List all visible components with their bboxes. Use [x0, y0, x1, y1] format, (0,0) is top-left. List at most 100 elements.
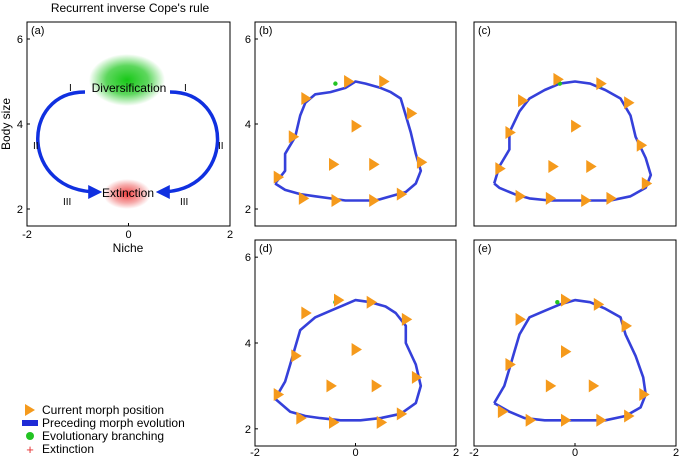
panel-b-morph-marker	[344, 75, 355, 88]
legend-branching: Evolutionary branching	[42, 429, 164, 443]
panel-b-ytick-label: 6	[245, 34, 251, 46]
panel-d-ytick-label: 4	[245, 338, 251, 350]
panel-b-morph-marker	[406, 106, 418, 120]
panel-b-morph-marker	[328, 157, 340, 171]
panel-a-xtick-label: 0	[125, 229, 131, 241]
panel-e-xtick-label: 2	[673, 447, 679, 457]
panel-e-morph-marker	[588, 379, 600, 393]
phase-label-left-top: I	[69, 83, 72, 94]
phase-label-left-bottom: III	[63, 197, 71, 208]
panel-e-branching-point	[555, 300, 560, 305]
panel-a-label: (a)	[31, 25, 44, 37]
panel-e-morph-marker	[505, 357, 516, 371]
panel-b-ytick-label: 2	[245, 204, 251, 216]
panel-e-xtick-label: -2	[469, 447, 479, 457]
panel-d-xtick-label: 2	[453, 447, 459, 457]
panel-e: -2 0 2 (e)	[469, 239, 679, 457]
panel-d-morph-marker	[296, 411, 307, 425]
panel-b: 2 4 6 (b)	[245, 21, 457, 227]
panel-a-ytick-label: 4	[17, 119, 23, 131]
panel-b-morph-marker	[273, 170, 285, 184]
legend-preceding-evolution: Preceding morph evolution	[42, 416, 185, 430]
panel-c-morph-marker	[515, 189, 526, 203]
y-axis-label-body-size: Body size	[0, 98, 13, 150]
panel-e-morph-marker	[515, 312, 526, 326]
panel-d-morph-marker	[351, 342, 362, 356]
panel-a-xtick-label: 2	[227, 229, 233, 241]
panel-e-label: (e)	[478, 243, 491, 255]
right-cycle-arrow	[155, 90, 220, 199]
panel-c-morph-marker	[495, 162, 506, 176]
panel-e-morph-marker	[545, 379, 557, 393]
panel-b-morph-marker	[331, 194, 342, 207]
phase-label-left-mid: II	[33, 141, 39, 152]
panel-b-morph-marker	[369, 157, 380, 171]
panel-c-morph-marker	[641, 177, 653, 190]
panel-b-branching-point	[333, 81, 338, 86]
extinction-glow	[103, 179, 151, 209]
panel-e-xtick-label: 0	[572, 447, 578, 457]
panel-d-morph-marker	[328, 415, 340, 429]
x-axis-label-niche: Niche	[113, 241, 144, 255]
panel-d-xtick-label: -2	[250, 447, 260, 457]
panel-e-morph-marker	[561, 413, 572, 427]
panel-e-frame	[473, 239, 677, 447]
panel-e-morph-marker	[525, 413, 537, 427]
panel-d-morph-marker	[291, 349, 302, 363]
extinction-label: Extinction	[102, 186, 154, 200]
panel-d-morph-marker	[376, 415, 388, 429]
panel-d-morph-marker	[301, 306, 312, 320]
panel-d-ytick-label: 6	[245, 252, 251, 264]
panel-a-ytick-label: 2	[17, 204, 23, 216]
phase-label-right-top: I	[184, 83, 187, 94]
panel-c-trajectory	[492, 80, 653, 202]
diversification-glow	[89, 54, 165, 106]
panel-c-morph-marker	[606, 191, 617, 205]
panel-d: 2 4 6 -2 0 2 (d)	[245, 239, 459, 457]
legend-current-morph: Current morph position	[42, 403, 164, 417]
panel-a-xtick-label: -2	[22, 229, 32, 241]
legend-extinction: Extinction	[42, 442, 94, 456]
panel-c-morph-marker	[624, 96, 635, 110]
panel-d-morph-marker	[334, 293, 345, 307]
panel-b-morph-marker	[351, 119, 362, 133]
panel-e-morph-marker	[624, 409, 635, 423]
panel-b-label: (b)	[259, 25, 272, 37]
panel-b-morph-marker	[301, 92, 312, 105]
phase-label-right-mid: II	[218, 141, 224, 152]
diversification-label: Diversification	[92, 81, 167, 95]
panel-b-morph-marker	[288, 130, 300, 144]
legend: Current morph position Preceding morph e…	[22, 403, 185, 457]
panel-b-morph-marker	[396, 187, 408, 201]
panel-b-ytick-label: 4	[245, 119, 251, 131]
panel-e-morph-marker	[596, 413, 607, 427]
panel-d-morph-marker	[273, 388, 285, 401]
legend-trajectory-icon	[22, 420, 38, 426]
panel-e-morph-marker	[621, 319, 632, 333]
panel-a: Diversification Extinction I I II II III…	[0, 21, 233, 255]
panel-c-morph-marker	[571, 119, 582, 133]
panel-e-morph-marker	[593, 297, 605, 311]
panel-e-morph-marker	[497, 405, 509, 419]
phase-label-right-bottom: III	[180, 197, 188, 208]
panel-d-morph-marker	[326, 379, 337, 393]
panel-c-label: (c)	[478, 25, 491, 37]
legend-extinction-icon: +	[26, 442, 34, 457]
figure-title: Recurrent inverse Cope's rule	[51, 1, 210, 15]
panel-d-frame	[254, 239, 457, 447]
panel-d-morph-marker	[401, 312, 413, 326]
panel-d-label: (d)	[259, 243, 272, 255]
panel-a-ytick-label: 6	[17, 34, 23, 46]
panel-c-morph-marker	[518, 94, 529, 108]
panel-b-morph-marker	[379, 75, 390, 88]
panel-c: (c)	[473, 21, 677, 227]
panel-e-morph-marker	[561, 293, 572, 307]
panel-d-trajectory	[273, 298, 423, 422]
panel-b-morph-marker	[369, 194, 380, 207]
panel-c-morph-marker	[636, 138, 648, 152]
panel-c-morph-marker	[553, 72, 564, 86]
panel-e-morph-marker	[639, 388, 650, 401]
left-cycle-arrow	[36, 90, 103, 199]
panel-c-morph-marker	[596, 77, 607, 91]
